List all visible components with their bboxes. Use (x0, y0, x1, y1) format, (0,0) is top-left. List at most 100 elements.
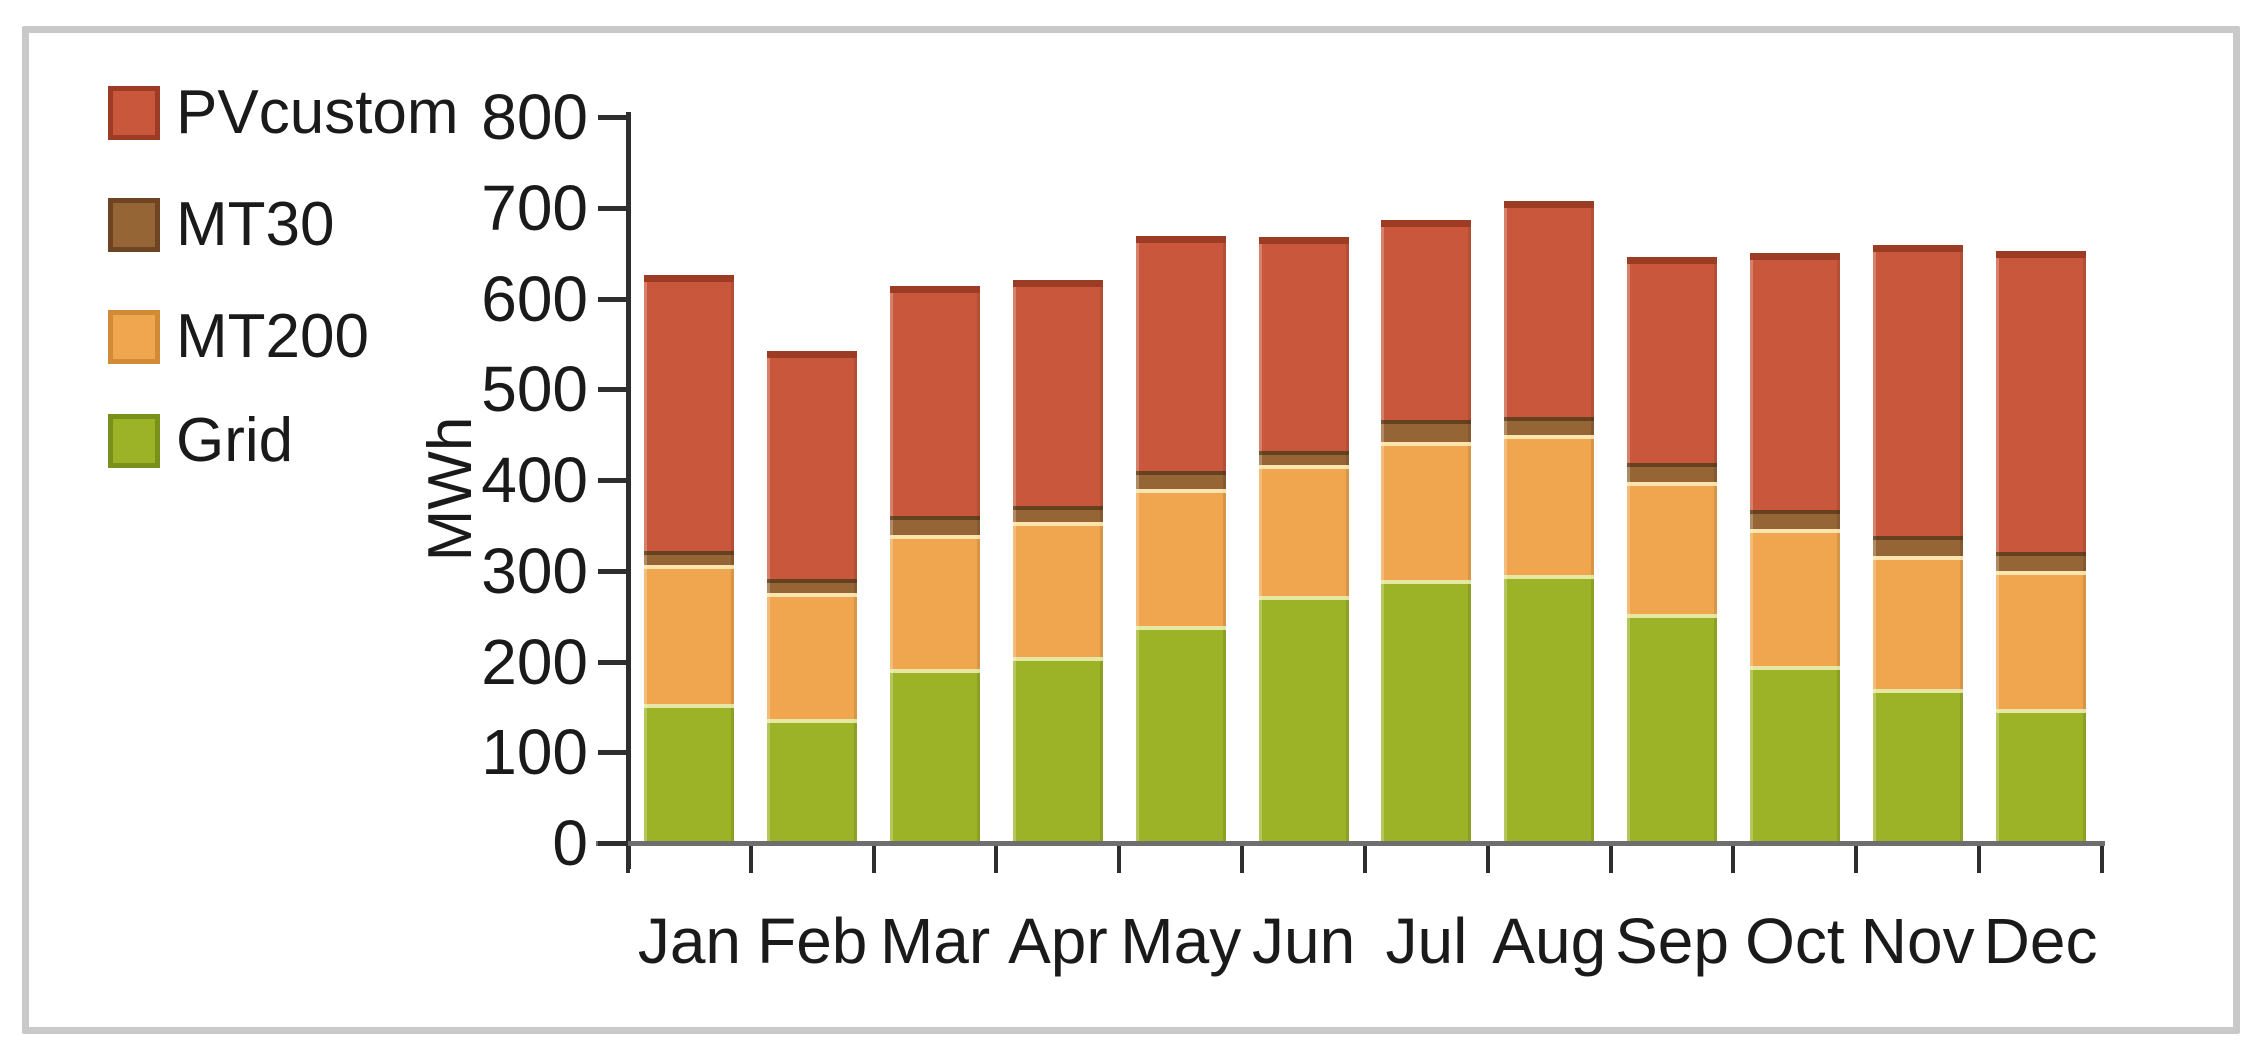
x-tick-label-jan: Jan (637, 905, 741, 977)
y-tick-label-0: 0 (552, 807, 588, 879)
x-tick-mark-3 (994, 846, 999, 873)
bar-segment-mt200-jan (644, 565, 735, 704)
x-tick-label-feb: Feb (757, 905, 868, 977)
bar-segment-grid-nov (1872, 688, 1963, 841)
x-tick-label-apr: Apr (1008, 905, 1108, 977)
bar-segment-pvcustom-may (1135, 235, 1226, 471)
x-tick-label-oct: Oct (1745, 905, 1845, 977)
bar-segment-pvcustom-dec (1995, 251, 2086, 553)
bar-segment-pvcustom-sep (1627, 257, 1718, 463)
x-tick-label-sep: Sep (1615, 905, 1729, 977)
chart-frame-border (22, 26, 2240, 1034)
bar-segment-pvcustom-jul (1381, 220, 1472, 420)
x-tick-mark-5 (1240, 846, 1245, 873)
x-tick-label-dec: Dec (1983, 905, 2098, 977)
bar-segment-mt30-oct (1749, 509, 1840, 529)
legend-item-mt200: MT200 (108, 302, 369, 371)
bar-segment-grid-jul (1381, 579, 1472, 841)
x-tick-mark-9 (1731, 846, 1736, 873)
bar-segment-grid-may (1135, 625, 1226, 841)
x-tick-label-aug: Aug (1492, 905, 1607, 977)
bar-segment-mt200-aug (1504, 435, 1595, 576)
bar-segment-mt30-jun (1258, 450, 1349, 466)
bar-segment-mt30-feb (767, 578, 858, 594)
bar-segment-mt200-sep (1627, 481, 1718, 615)
y-axis-line (626, 112, 631, 869)
bar-segment-grid-mar (890, 668, 981, 841)
bar-segment-pvcustom-jun (1258, 236, 1349, 451)
bar-segment-grid-jun (1258, 595, 1349, 841)
bar-segment-mt30-dec (1995, 552, 2086, 571)
bar-segment-grid-jan (644, 703, 735, 841)
x-tick-mark-8 (1608, 846, 1613, 873)
x-tick-mark-11 (1977, 846, 1982, 873)
bar-segment-grid-oct (1749, 665, 1840, 841)
x-tick-mark-1 (748, 846, 753, 873)
x-tick-label-jul: Jul (1385, 905, 1468, 977)
bar-segment-mt30-jan (644, 550, 735, 566)
bar-segment-mt200-feb (767, 593, 858, 720)
legend-label-mt30: MT30 (176, 190, 335, 259)
x-tick-label-mar: Mar (879, 905, 991, 977)
x-tick-mark-12 (2099, 846, 2104, 873)
bar-segment-grid-aug (1504, 575, 1595, 841)
bar-segment-grid-dec (1995, 709, 2086, 841)
y-tick-mark-200 (598, 659, 628, 665)
y-tick-mark-700 (598, 205, 628, 211)
y-tick-label-400: 400 (481, 444, 588, 516)
y-tick-label-100: 100 (481, 716, 588, 789)
legend-swatch-pvcustom (108, 86, 160, 140)
legend-label-mt200: MT200 (176, 302, 369, 371)
y-tick-mark-100 (598, 750, 628, 756)
x-tick-label-may: May (1120, 905, 1242, 977)
bar-segment-mt30-apr (1012, 506, 1103, 523)
y-tick-label-800: 800 (481, 81, 588, 153)
bar-segment-pvcustom-jan (644, 274, 735, 551)
bar-segment-grid-apr (1012, 656, 1103, 841)
legend-item-mt30: MT30 (108, 190, 335, 259)
x-tick-mark-4 (1117, 846, 1122, 873)
x-tick-mark-7 (1485, 846, 1490, 873)
bar-segment-pvcustom-apr (1012, 280, 1103, 507)
y-tick-mark-500 (598, 387, 628, 393)
bar-segment-mt200-dec (1995, 570, 2086, 710)
y-tick-mark-800 (598, 115, 628, 120)
bar-segment-mt30-sep (1627, 462, 1718, 482)
bar-segment-mt200-jun (1258, 465, 1349, 596)
bar-segment-mt30-aug (1504, 417, 1595, 436)
legend-swatch-grid (108, 414, 160, 468)
y-tick-mark-300 (598, 568, 628, 574)
x-tick-mark-2 (871, 846, 876, 873)
bar-segment-pvcustom-feb (767, 350, 858, 579)
y-tick-label-700: 700 (481, 171, 588, 244)
bar-segment-pvcustom-nov (1872, 244, 1963, 537)
bar-segment-mt200-mar (890, 535, 981, 669)
x-tick-label-nov: Nov (1860, 905, 1975, 977)
bar-segment-pvcustom-aug (1504, 201, 1595, 418)
bar-segment-mt30-mar (890, 516, 981, 536)
x-tick-mark-0 (626, 846, 630, 873)
bar-segment-pvcustom-oct (1749, 252, 1840, 510)
bar-segment-grid-feb (767, 719, 858, 841)
bar-segment-mt200-nov (1872, 556, 1963, 689)
x-tick-mark-10 (1854, 846, 1859, 873)
legend-label-grid: Grid (176, 406, 294, 475)
legend-item-grid: Grid (108, 406, 294, 475)
y-tick-label-200: 200 (481, 625, 588, 698)
x-tick-mark-6 (1362, 846, 1367, 873)
bar-segment-mt200-oct (1749, 528, 1840, 666)
x-tick-label-jun: Jun (1251, 905, 1356, 977)
bar-segment-mt200-apr (1012, 522, 1103, 657)
y-tick-label-300: 300 (481, 534, 588, 607)
legend-swatch-mt30 (108, 198, 160, 252)
y-tick-mark-600 (598, 296, 628, 302)
y-tick-mark-0 (598, 841, 628, 846)
legend-swatch-mt200 (108, 310, 160, 364)
y-tick-label-600: 600 (481, 262, 588, 335)
bar-segment-mt200-may (1135, 488, 1226, 626)
y-tick-mark-400 (598, 478, 628, 483)
bar-segment-mt200-jul (1381, 441, 1472, 580)
y-tick-label-500: 500 (481, 353, 588, 426)
x-axis-baseline (596, 841, 2105, 846)
